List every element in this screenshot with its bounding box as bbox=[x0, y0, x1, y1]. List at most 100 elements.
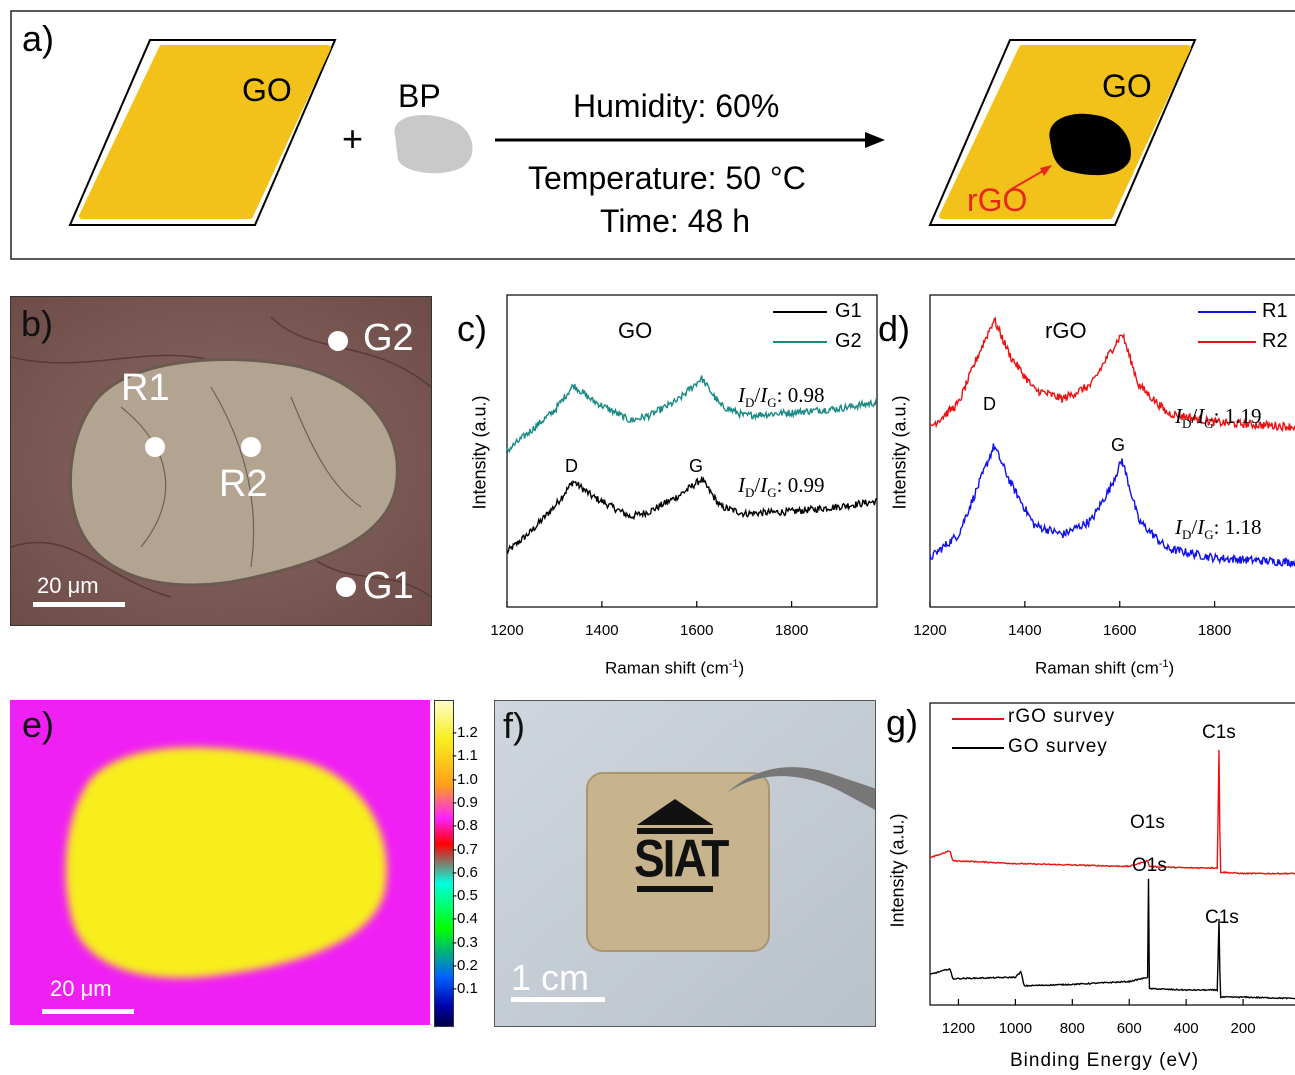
d-tick-label: 1800 bbox=[1198, 622, 1231, 639]
plot-frame-g bbox=[929, 702, 1295, 1006]
series-line-r2 bbox=[929, 316, 1295, 432]
rgo-label: rGO bbox=[967, 182, 1028, 218]
peak-d-c: D bbox=[565, 456, 578, 476]
intensity-flake bbox=[65, 747, 387, 978]
temperature-text: Temperature: 50 °C bbox=[528, 160, 806, 196]
film-sample bbox=[586, 772, 770, 952]
colorbar-tick-label: -0.2 bbox=[452, 957, 478, 974]
plus-sign: + bbox=[342, 118, 364, 159]
panel-b: b) G2 R1 R2 G1 20 μm bbox=[10, 296, 432, 626]
c-tick-label: 1800 bbox=[775, 622, 808, 639]
colorbar-tick-label: -1.0 bbox=[452, 770, 478, 788]
series-line-go-survey bbox=[930, 878, 1295, 1000]
panel-d: 1200 1400 1600 1800 d) rGO R1 R2 ID/IG: 1.1… bbox=[878, 290, 1295, 690]
scale-label-e: 20 μm bbox=[50, 976, 112, 1001]
g-tick-label: 1000 bbox=[999, 1020, 1032, 1037]
logo-roof bbox=[637, 799, 713, 825]
right-go-label: GO bbox=[1102, 68, 1152, 104]
panel-a: a) GO + BP Humidity: 60% Temperature: 50… bbox=[10, 10, 1295, 260]
legend-r1-label: R1 bbox=[1262, 300, 1288, 322]
label-r1: R1 bbox=[121, 367, 170, 409]
plot-frame-d bbox=[929, 294, 1295, 608]
series-line-r1 bbox=[929, 443, 1295, 568]
g-tick-label: 800 bbox=[1060, 1020, 1085, 1037]
ylabel-c: Intensity (a.u.) bbox=[469, 395, 490, 510]
scale-bar-f bbox=[511, 997, 605, 1002]
point-g1 bbox=[336, 577, 356, 597]
ylabel-d: Intensity (a.u.) bbox=[889, 395, 910, 510]
peak-c1s-rgo: C1s bbox=[1202, 722, 1236, 743]
colorbar-tick-label: -1.2 bbox=[452, 724, 478, 741]
d-tick-label: 1200 bbox=[913, 622, 946, 639]
panel-b-label: b) bbox=[21, 303, 54, 344]
d-tick-label: 1400 bbox=[1008, 622, 1041, 639]
series-line-rgo-survey bbox=[929, 749, 1295, 876]
legend-r2-label: R2 bbox=[1262, 330, 1288, 352]
panel-f-label: f) bbox=[503, 705, 525, 746]
peak-o1s-rgo: O1s bbox=[1130, 812, 1165, 833]
xlabel-d: Raman shift (cm-1) bbox=[1035, 658, 1175, 678]
label-g1: G1 bbox=[363, 565, 414, 607]
d-tick-label: 1600 bbox=[1103, 622, 1136, 639]
colorbar-tick-label: -0.3 bbox=[452, 933, 478, 951]
ratio-g1: ID/IG: 0.99 bbox=[738, 473, 825, 501]
peak-c1s-go: C1s bbox=[1205, 907, 1239, 928]
panel-g-label: g) bbox=[886, 702, 919, 743]
plot-frame-c bbox=[506, 294, 878, 608]
logo-text: SIAT bbox=[634, 828, 729, 888]
g-tick-label: 200 bbox=[1231, 1020, 1256, 1037]
peak-d-d: D bbox=[983, 394, 996, 414]
ylabel-g: Intensity (a.u.) bbox=[887, 813, 908, 928]
g-tick-label: 1200 bbox=[942, 1020, 975, 1037]
g-tick-label: 600 bbox=[1117, 1020, 1142, 1037]
point-r2 bbox=[241, 437, 261, 457]
panel-b-micrograph bbox=[11, 297, 431, 625]
panel-d-chart: 1200 1400 1600 1800 bbox=[913, 294, 1295, 639]
reaction-arrow-head bbox=[865, 132, 885, 148]
g-tick-label: 400 bbox=[1174, 1020, 1199, 1037]
panel-f: f) SIAT 1 cm bbox=[494, 700, 876, 1027]
time-text: Time: 48 h bbox=[600, 203, 750, 239]
scale-label-b: 20 μm bbox=[37, 573, 99, 598]
panel-d-label: d) bbox=[878, 308, 911, 349]
panel-c-material: GO bbox=[618, 318, 653, 343]
ratio-r2: ID/IG: 1.19 bbox=[1175, 404, 1262, 432]
colorbar-tick-label: -1.1 bbox=[452, 747, 478, 765]
c-tick-label: 1600 bbox=[680, 622, 713, 639]
legend-rgo-label: rGO survey bbox=[1008, 706, 1116, 727]
series-line-g1 bbox=[506, 476, 878, 555]
scale-bar-b bbox=[33, 602, 125, 607]
ratio-g2: ID/IG: 0.98 bbox=[738, 383, 825, 411]
panel-e: e) 20 μm bbox=[10, 700, 430, 1025]
peak-o1s-go: O1s bbox=[1132, 855, 1167, 876]
scale-bar-e bbox=[42, 1009, 134, 1014]
colorbar-tick-label: -0.5 bbox=[452, 887, 478, 905]
rgo-pointer bbox=[1009, 167, 1049, 191]
colorbar-tick-label: -0.8 bbox=[452, 817, 478, 835]
colorbar-tick-label: -0.7 bbox=[452, 840, 478, 858]
colorbar-ticks: -1.2 -1.1 -1.0 -0.9 -0.8 -0.7 -0.6 -0.5 -0.4 -0.3… bbox=[452, 700, 497, 1025]
label-r2: R2 bbox=[219, 463, 268, 505]
left-go-label: GO bbox=[242, 72, 292, 108]
c-tick-label: 1200 bbox=[490, 622, 523, 639]
panel-a-diagram bbox=[10, 10, 1295, 260]
colorbar-tick-label: -0.6 bbox=[452, 863, 478, 881]
peak-g-d: G bbox=[1111, 435, 1126, 455]
legend-go-label: GO survey bbox=[1008, 736, 1108, 757]
peak-g-c: G bbox=[689, 456, 704, 476]
bp-label: BP bbox=[398, 78, 441, 114]
legend-g1-label: G1 bbox=[835, 300, 862, 322]
panel-a-label: a) bbox=[22, 18, 55, 59]
xlabel-g: Binding Energy (eV) bbox=[1010, 1050, 1200, 1071]
left-go-film bbox=[79, 45, 331, 219]
rgo-blob bbox=[1049, 113, 1131, 176]
ratio-r1: ID/IG: 1.18 bbox=[1175, 515, 1262, 543]
bp-blob bbox=[394, 115, 473, 174]
panel-d-material: rGO bbox=[1045, 318, 1087, 343]
series-line-g2 bbox=[506, 375, 878, 454]
colorbar-tick-label: -0.9 bbox=[452, 793, 478, 811]
colorbar bbox=[434, 700, 454, 1027]
legend-g2-label: G2 bbox=[835, 330, 862, 352]
humidity-text: Humidity: 60% bbox=[573, 88, 780, 124]
scale-label-f: 1 cm bbox=[511, 957, 590, 998]
